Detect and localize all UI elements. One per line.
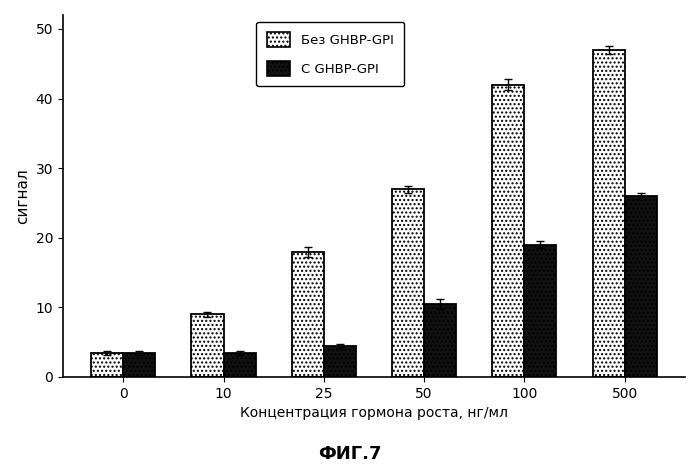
Bar xyxy=(324,346,356,377)
Bar xyxy=(624,196,657,377)
Y-axis label: сигнал: сигнал xyxy=(15,168,30,224)
Legend: Без GHBP-GPI, С GHBP-GPI: Без GHBP-GPI, С GHBP-GPI xyxy=(256,22,405,87)
Bar xyxy=(223,352,256,377)
Bar xyxy=(492,85,524,377)
Bar xyxy=(392,189,424,377)
Text: ФИГ.7: ФИГ.7 xyxy=(318,446,382,463)
Bar xyxy=(524,245,556,377)
Bar xyxy=(424,304,456,377)
Bar xyxy=(592,50,624,377)
Bar xyxy=(292,252,324,377)
Bar xyxy=(192,314,223,377)
Bar xyxy=(123,352,155,377)
Bar xyxy=(91,352,123,377)
X-axis label: Концентрация гормона роста, нг/мл: Концентрация гормона роста, нг/мл xyxy=(240,406,508,420)
